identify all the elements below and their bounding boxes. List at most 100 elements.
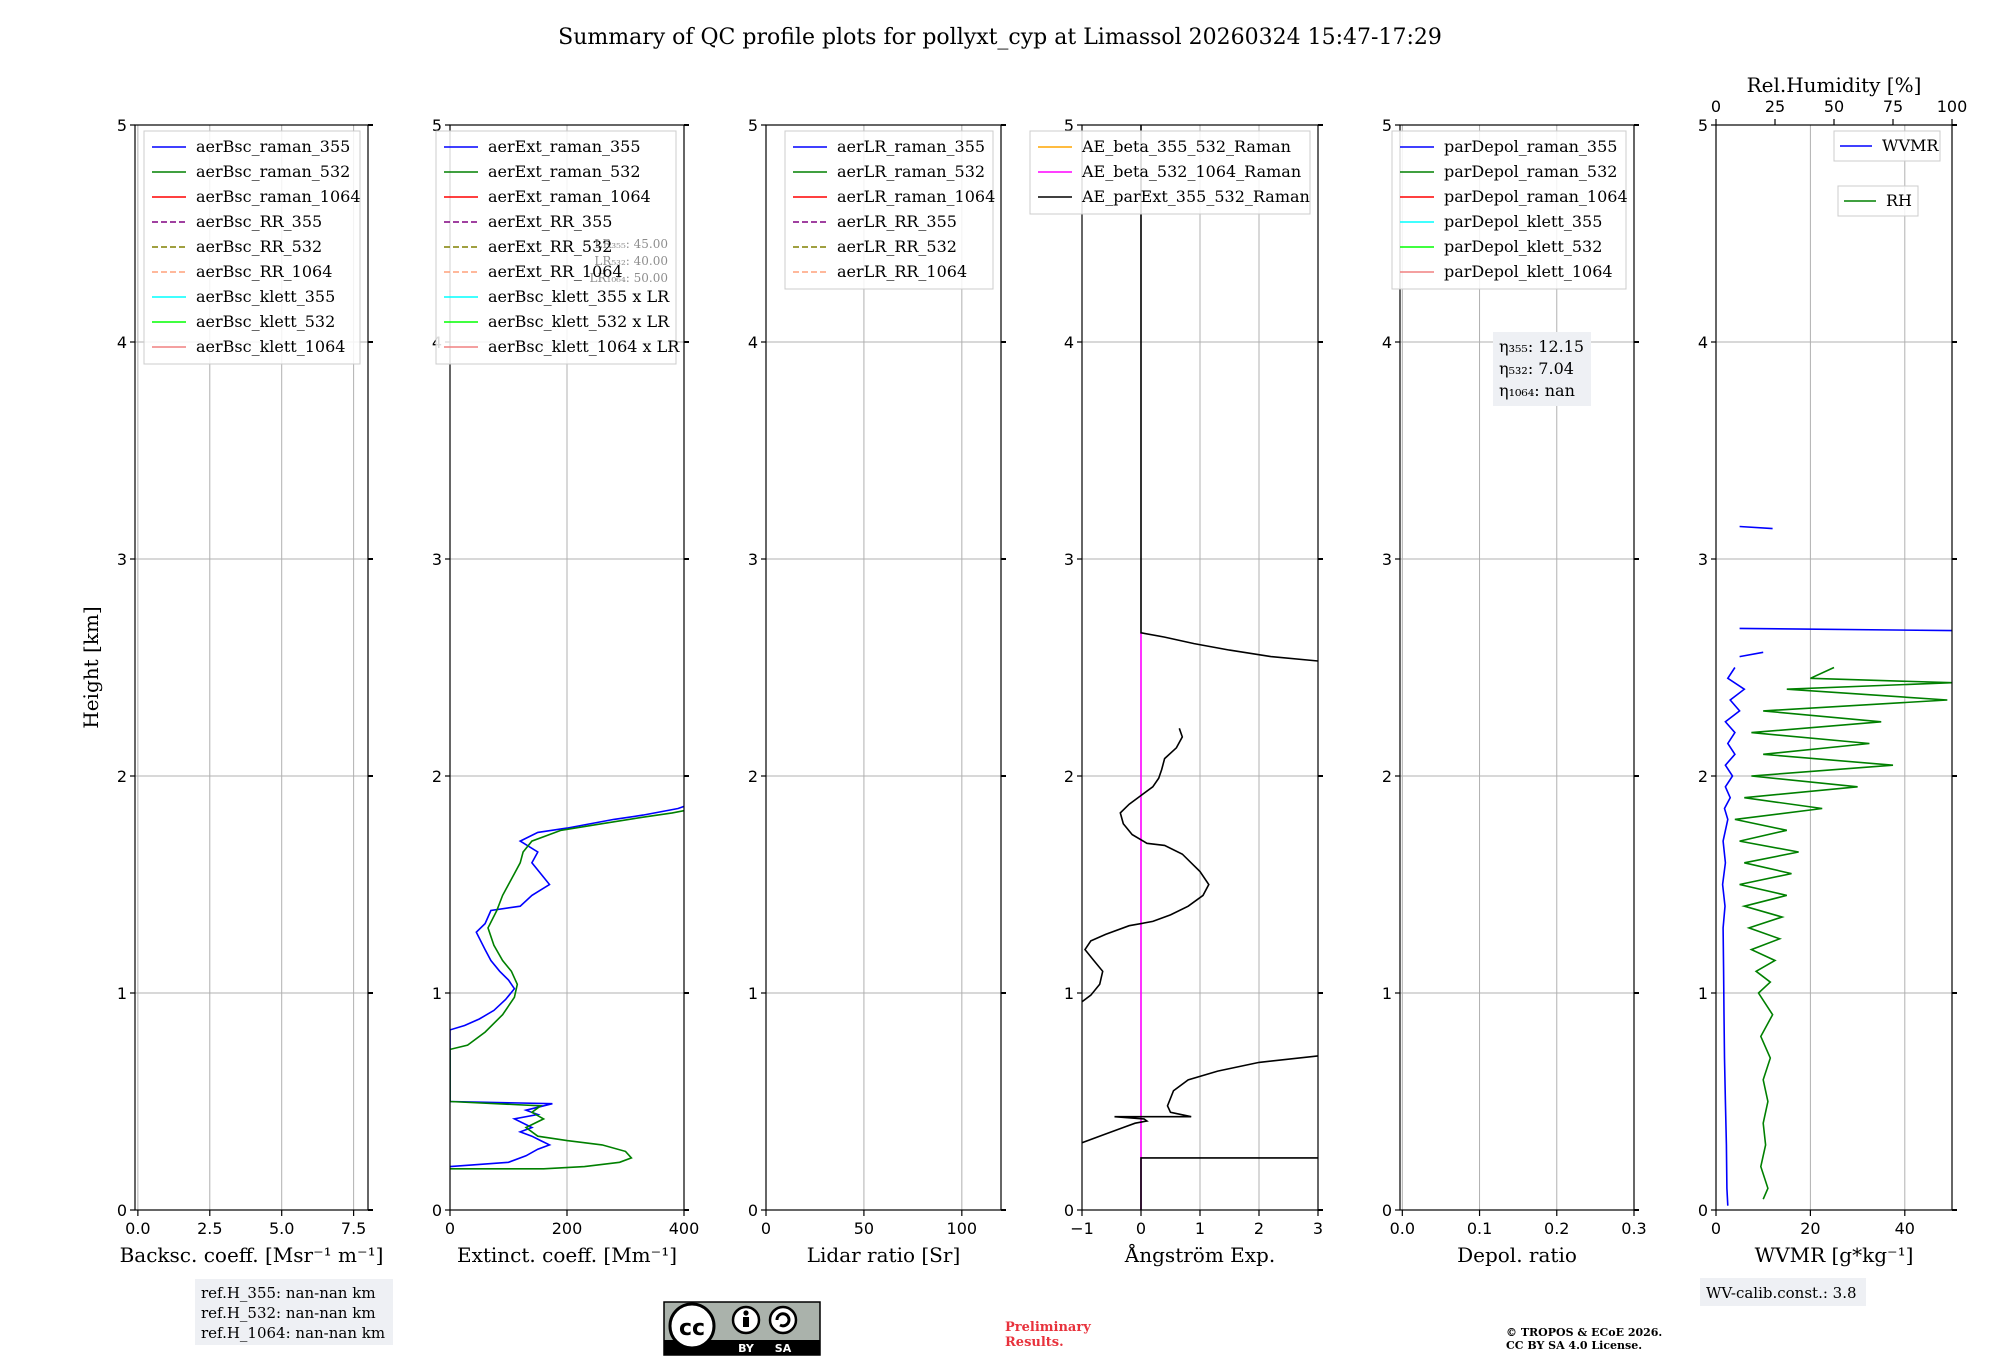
cc-by-sa-badge: cc BY SA xyxy=(663,1301,821,1356)
y-tick-label: 1 xyxy=(117,984,127,1003)
legend: aerLR_raman_355 aerLR_raman_532 aerLR_rama… xyxy=(784,130,995,290)
legend-label: aerBsc_RR_532 xyxy=(196,237,322,256)
legend-box xyxy=(1391,130,1627,290)
eta-box xyxy=(1493,332,1591,406)
x2-tick-label: 50 xyxy=(1824,97,1844,116)
y-tick-label: 1 xyxy=(1382,984,1392,1003)
legend-label: aerExt_RR_1064 xyxy=(488,262,623,281)
y-tick-label: 0 xyxy=(1382,1201,1392,1220)
legend: aerExt_raman_355 aerExt_raman_532 aerExt_r… xyxy=(435,130,680,365)
x-tick-label: 3 xyxy=(1313,1219,1323,1238)
y-tick-label: 4 xyxy=(117,333,127,352)
wv-calib-box: WV-calib.const.: 3.8 xyxy=(1700,1278,1866,1306)
y-tick-label: 0 xyxy=(1064,1201,1074,1220)
legend-label: aerBsc_raman_1064 xyxy=(196,187,361,206)
y-tick-label: 0 xyxy=(117,1201,127,1220)
ref-height-1064: ref.H_1064: nan-nan km xyxy=(201,1324,385,1342)
x-tick-label: 7.5 xyxy=(341,1219,366,1238)
attribution-icon-head xyxy=(743,1310,749,1316)
x-tick-label: 0 xyxy=(445,1219,455,1238)
ref-height-box-bg xyxy=(195,1279,393,1345)
legend-label: WVMR xyxy=(1882,136,1939,155)
y-tick-label: 2 xyxy=(1064,767,1074,786)
legend-label: aerBsc_klett_355 xyxy=(196,287,335,306)
panel-p1: 0 1 2 3 4 5 0.0 2.5 5.0 7.5 Backsc. coeff. [Msr⁻¹ … xyxy=(79,116,383,1267)
cc-logo-text: cc xyxy=(679,1316,705,1341)
y-tick-label: 2 xyxy=(1382,767,1392,786)
legend-label: AE_beta_532_1064_Raman xyxy=(1081,162,1301,181)
series-aerExt_raman_532 xyxy=(450,809,684,1170)
y-tick-label: 2 xyxy=(1698,767,1708,786)
x-tick-label: 400 xyxy=(669,1219,700,1238)
legend-label: aerLR_raman_1064 xyxy=(837,187,995,206)
legend-label: aerBsc_raman_532 xyxy=(196,162,350,181)
y-tick-label: 4 xyxy=(1698,333,1708,352)
legend-label: aerLR_raman_532 xyxy=(837,162,985,181)
x-tick-label: 5.0 xyxy=(269,1219,294,1238)
legend-rh: RH xyxy=(1837,185,1919,217)
wv-calib-bg xyxy=(1700,1278,1866,1306)
y-tick-label: 5 xyxy=(432,116,442,135)
ref-height-box: ref.H_355: nan-nan km ref.H_532: nan-nan… xyxy=(195,1279,393,1345)
x-tick-label: 1 xyxy=(1195,1219,1205,1238)
panel-p2: 0123450200400Extinct. coeff. [Mm⁻¹]aerEx… xyxy=(432,116,699,1267)
panels: 0 1 2 3 4 5 0.0 2.5 5.0 7.5 Backsc. coeff. [Msr⁻¹ … xyxy=(79,73,1967,1267)
wv-calib-text: WV-calib.const.: 3.8 xyxy=(1706,1284,1857,1302)
legend-label: aerBsc_klett_532 xyxy=(196,312,335,331)
sa-label: SA xyxy=(775,1342,792,1355)
x-axis-label: Extinct. coeff. [Mm⁻¹] xyxy=(457,1243,677,1267)
legend-label: aerLR_RR_532 xyxy=(837,237,957,256)
legend-label: parDepol_klett_532 xyxy=(1444,237,1602,256)
figure-title: Summary of QC profile plots for pollyxt_… xyxy=(558,25,1442,50)
legend-label: aerExt_raman_355 xyxy=(488,137,641,156)
x-tick-label: 0.0 xyxy=(1390,1219,1415,1238)
legend-wvmr: WVMR xyxy=(1833,130,1941,162)
y-tick-label: 0 xyxy=(748,1201,758,1220)
y-tick-label: 4 xyxy=(748,333,758,352)
legend-label: parDepol_raman_355 xyxy=(1444,137,1617,156)
legend-label: aerBsc_klett_355 x LR xyxy=(488,287,670,306)
x-axis-label: Backsc. coeff. [Msr⁻¹ m⁻¹] xyxy=(120,1243,384,1267)
series-AE_parExt_355_532_Raman xyxy=(1082,728,1210,1003)
y-tick-label: 3 xyxy=(117,550,127,569)
y-tick-label: 3 xyxy=(1382,550,1392,569)
series-WVMR xyxy=(1739,627,1952,632)
legend-label: AE_parExt_355_532_Raman xyxy=(1081,187,1310,206)
eta-annotation: η₁₀₆₄: nan xyxy=(1499,381,1575,400)
legend-label: aerBsc_klett_1064 x LR xyxy=(488,337,680,356)
legend-label: parDepol_klett_355 xyxy=(1444,212,1602,231)
y-tick-label: 5 xyxy=(1064,116,1074,135)
legend-label: aerBsc_RR_355 xyxy=(196,212,322,231)
legend: aerBsc_raman_355 aerBsc_raman_532 aerBsc_r… xyxy=(143,130,361,365)
x-tick-label: 50 xyxy=(854,1219,874,1238)
series-AE_parExt_355_532_Raman xyxy=(1082,1055,1318,1144)
y-tick-label: 0 xyxy=(1698,1201,1708,1220)
legend-box xyxy=(784,130,994,290)
y-tick-label: 5 xyxy=(748,116,758,135)
lidar-ratio-annotation: LR₅₃₂: 40.00 xyxy=(594,254,668,268)
share-alike-icon xyxy=(768,1305,798,1335)
lidar-ratio-annotation: LR₁₀₆₄: 50.00 xyxy=(590,271,668,285)
y-tick-label: 3 xyxy=(432,550,442,569)
legend-label: RH xyxy=(1886,191,1912,210)
y-tick-label: 5 xyxy=(1698,116,1708,135)
legend-label: aerLR_raman_355 xyxy=(837,137,985,156)
x2-tick-label: 0 xyxy=(1711,97,1721,116)
by-label: BY xyxy=(738,1342,755,1355)
legend-box xyxy=(1029,130,1311,215)
legend-label: aerBsc_raman_355 xyxy=(196,137,350,156)
x-axis-label: WVMR [g*kg⁻¹] xyxy=(1755,1243,1914,1267)
x2-tick-label: 100 xyxy=(1937,97,1968,116)
series-WVMR xyxy=(1739,651,1764,658)
x-axis-label: Lidar ratio [Sr] xyxy=(807,1243,961,1267)
legend-label: aerExt_RR_355 xyxy=(488,212,612,231)
x-tick-label: 0.1 xyxy=(1467,1219,1492,1238)
lidar-ratio-annotation: LR₃₅₅: 45.00 xyxy=(594,237,668,251)
cc-logo-icon xyxy=(668,1302,716,1350)
x-tick-label: 2.5 xyxy=(197,1219,222,1238)
series-RH xyxy=(1734,666,1952,1200)
